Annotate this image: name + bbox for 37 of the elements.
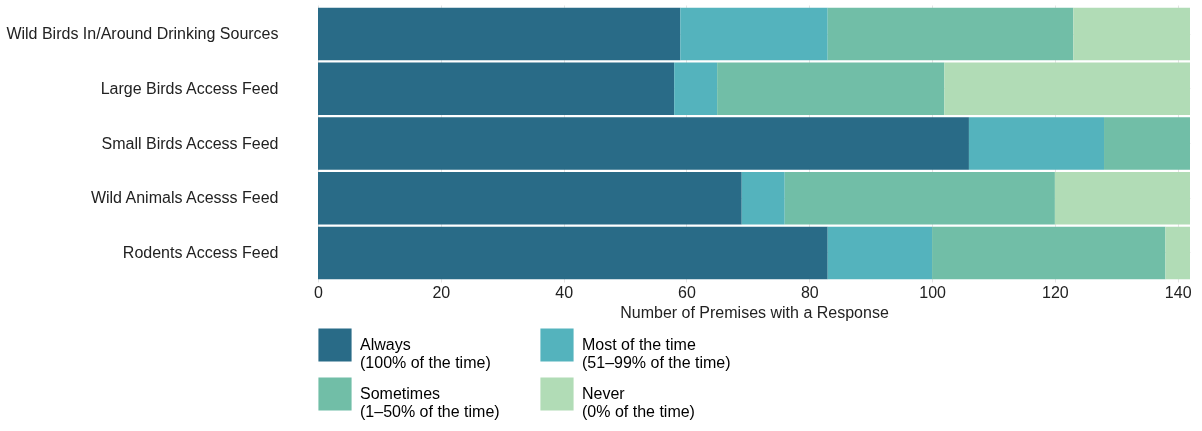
bar — [827, 7, 1074, 61]
bar — [318, 62, 675, 116]
bar — [1104, 117, 1190, 170]
bar — [680, 7, 828, 61]
bar — [1165, 226, 1190, 280]
x-tick-label: 0 — [314, 283, 324, 301]
y-tick-label: Large Birds Access Feed — [100, 79, 279, 97]
bar — [944, 62, 1190, 116]
bar — [827, 226, 933, 280]
bar — [717, 62, 945, 116]
y-tick-label: Wild Animals Acesss Feed — [90, 189, 279, 207]
bar — [784, 171, 1055, 225]
x-axis-title: Number of Premises with a Response — [620, 303, 889, 321]
bar — [741, 171, 785, 225]
y-tick-label: Wild Birds In/Around Drinking Sources — [6, 25, 279, 43]
bar — [318, 117, 969, 170]
x-tick-label: 100 — [919, 283, 947, 301]
bar — [932, 226, 1166, 280]
bar — [1073, 7, 1190, 61]
x-tick-label: 140 — [1164, 283, 1192, 301]
legend-label: Sometimes (1–50% of the time) — [360, 385, 500, 420]
bar — [318, 171, 742, 225]
x-tick-label: 40 — [555, 283, 574, 301]
y-tick-label: Small Birds Access Feed — [101, 134, 279, 152]
x-tick-label: 60 — [678, 283, 696, 301]
bar — [318, 226, 828, 280]
bar — [318, 7, 681, 61]
bar — [968, 117, 1105, 170]
x-tick-label: 120 — [1042, 283, 1069, 301]
y-tick-label: Rodents Access Feed — [122, 243, 279, 261]
x-tick-label: 80 — [800, 283, 819, 301]
x-tick-label: 20 — [432, 283, 451, 301]
bar — [1054, 171, 1190, 225]
legend-label: Always (100% of the time) — [360, 336, 491, 371]
bar — [674, 62, 718, 116]
legend-label: Most of the time (51–99% of the time) — [582, 336, 731, 371]
legend-label: Never (0% of the time) — [582, 385, 695, 420]
